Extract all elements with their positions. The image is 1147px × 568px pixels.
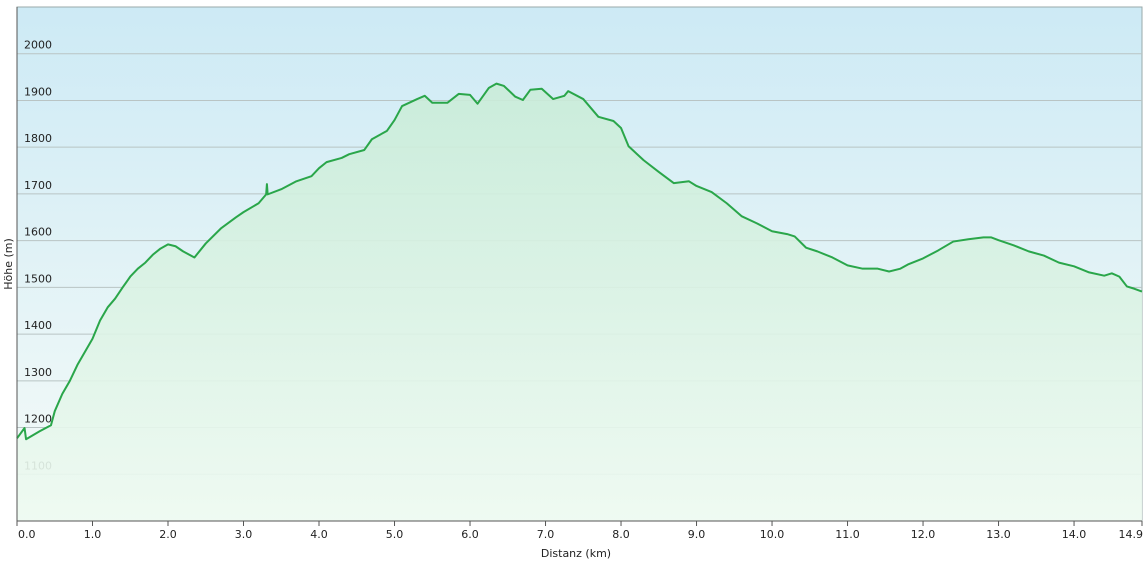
y-tick-label: 1600 xyxy=(24,226,52,239)
y-tick-label: 1800 xyxy=(24,132,52,145)
x-tick-label: 6.0 xyxy=(461,528,479,541)
y-tick-label: 1900 xyxy=(24,85,52,98)
y-tick-label: 1200 xyxy=(24,413,52,426)
elevation-line xyxy=(16,82,1143,441)
x-tick-label: 0.0 xyxy=(18,528,36,541)
x-axis-label: Distanz (km) xyxy=(541,547,611,560)
area-fill xyxy=(17,83,1142,522)
x-tick-label: 10.0 xyxy=(760,528,785,541)
x-tick-label: 8.0 xyxy=(612,528,630,541)
x-tick-label: 14.0 xyxy=(1062,528,1087,541)
x-tick-label: 5.0 xyxy=(386,528,404,541)
x-tick-label: 3.0 xyxy=(235,528,253,541)
x-tick-label: 2.0 xyxy=(159,528,177,541)
y-tick-label: 1300 xyxy=(24,366,52,379)
x-tick-label: 4.0 xyxy=(310,528,328,541)
y-tick-label: 1700 xyxy=(24,179,52,192)
x-tick-label: 13.0 xyxy=(986,528,1011,541)
y-tick-label: 2000 xyxy=(24,39,52,52)
x-tick-label: 12.0 xyxy=(911,528,936,541)
x-tick-label: 1.0 xyxy=(84,528,102,541)
x-tick-label: 9.0 xyxy=(688,528,706,541)
x-tick-label: 7.0 xyxy=(537,528,555,541)
x-tick-label: 14.9 xyxy=(1119,528,1144,541)
x-tick-label: 11.0 xyxy=(835,528,860,541)
y-axis-label: Höhe (m) xyxy=(2,238,15,290)
y-tick-label: 1500 xyxy=(24,272,52,285)
y-tick-label: 1400 xyxy=(24,319,52,332)
